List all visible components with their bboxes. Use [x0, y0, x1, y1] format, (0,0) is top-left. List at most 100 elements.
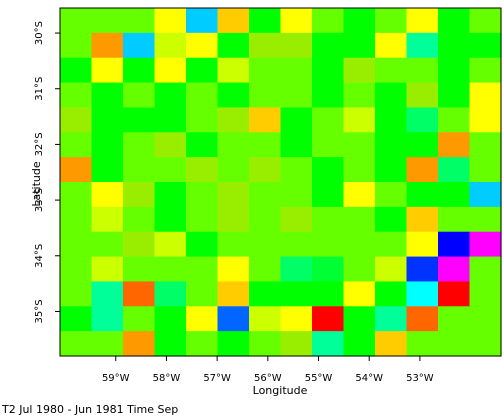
x-tick-label: 54°W [355, 373, 383, 384]
heatmap-cell [91, 107, 124, 133]
heatmap-cell [91, 306, 124, 332]
heatmap-cell [91, 32, 124, 59]
heatmap-cell [406, 57, 439, 84]
heatmap-cell [91, 231, 124, 258]
heatmap-cell [217, 107, 250, 133]
heatmap-cell [343, 132, 376, 158]
heatmap-cell [406, 157, 439, 183]
heatmap-cell [60, 182, 93, 208]
heatmap-cell [123, 82, 156, 109]
heatmap-cell [154, 331, 187, 357]
heatmap-cell [186, 8, 219, 34]
heatmap-cell [217, 82, 250, 109]
heatmap-cell [375, 231, 408, 258]
heatmap-cell [438, 231, 471, 258]
heatmap-cell [186, 256, 219, 283]
heatmap-cell [469, 256, 502, 283]
heatmap-cell [312, 231, 345, 258]
heatmap-cell [123, 256, 156, 283]
heatmap-cell [186, 281, 219, 307]
heatmap-cell [123, 32, 156, 59]
heatmap-cell [343, 57, 376, 84]
heatmap-cell [469, 8, 502, 34]
heatmap-cell [343, 182, 376, 208]
heatmap-cell [312, 256, 345, 283]
heatmap-cell [375, 107, 408, 133]
heatmap-cell [280, 157, 313, 183]
heatmap-cell [186, 107, 219, 133]
heatmap-cell [312, 182, 345, 208]
heatmap-cell [280, 82, 313, 109]
heatmap-cell [186, 157, 219, 183]
heatmap-cell [469, 182, 502, 208]
heatmap-cell [375, 331, 408, 357]
heatmap-cell [186, 206, 219, 233]
heatmap-cell [91, 8, 124, 34]
heatmap-cell [375, 157, 408, 183]
heatmap-cell [91, 182, 124, 208]
heatmap-cell [123, 331, 156, 357]
heatmap-cell [249, 206, 282, 233]
heatmap-cell [91, 331, 124, 357]
heatmap-cell [343, 82, 376, 109]
heatmap-cell [249, 256, 282, 283]
y-tick-label: 33°S [34, 188, 45, 212]
heatmap-cell [60, 107, 93, 133]
heatmap-cell [60, 231, 93, 258]
chart-caption: T2 Jul 1980 - Jun 1981 Time Sep [1, 403, 178, 416]
heatmap-cell [343, 32, 376, 59]
heatmap-cell [312, 281, 345, 307]
heatmap-cell [217, 256, 250, 283]
heatmap-cell [469, 281, 502, 307]
heatmap-cell [217, 157, 250, 183]
y-tick-label: 35°S [34, 299, 45, 323]
heatmap-cell [469, 32, 502, 59]
heatmap-cell [249, 281, 282, 307]
heatmap-cell [249, 306, 282, 332]
heatmap-cell [469, 231, 502, 258]
x-axis-label: Longitude [253, 384, 308, 397]
heatmap-cell [217, 206, 250, 233]
heatmap-cell [406, 231, 439, 258]
y-tick-label: 32°S [34, 132, 45, 156]
heatmap-cell [438, 157, 471, 183]
heatmap-cell [249, 182, 282, 208]
heatmap-cell [91, 132, 124, 158]
heatmap-cell [406, 32, 439, 59]
heatmap-cell [343, 8, 376, 34]
heatmap-cell [406, 182, 439, 208]
heatmap-cell [60, 281, 93, 307]
y-tick-label: 30°S [34, 21, 45, 45]
heatmap-cell [438, 206, 471, 233]
heatmap-cell [438, 256, 471, 283]
heatmap-cell [375, 206, 408, 233]
x-tick-label: 55°W [305, 373, 333, 384]
heatmap-cell [406, 206, 439, 233]
heatmap-cell [186, 82, 219, 109]
heatmap-cell [217, 231, 250, 258]
heatmap-cell [312, 32, 345, 59]
heatmap-cell [154, 32, 187, 59]
heatmap-cell [469, 206, 502, 233]
heatmap-cell [123, 306, 156, 332]
heatmap-cell [280, 331, 313, 357]
heatmap-cell [154, 182, 187, 208]
heatmap-cell [280, 306, 313, 332]
y-tick-label: 31°S [34, 77, 45, 101]
heatmap-cell [343, 306, 376, 332]
heatmap-cell [186, 306, 219, 332]
x-tick-label: 59°W [102, 373, 130, 384]
heatmap-cell [406, 281, 439, 307]
heatmap-cell [312, 132, 345, 158]
heatmap-cell [217, 331, 250, 357]
heatmap-cell [438, 306, 471, 332]
heatmap-cell [343, 206, 376, 233]
heatmap-cell [154, 157, 187, 183]
x-tick-label: 57°W [203, 373, 231, 384]
heatmap-cell [375, 132, 408, 158]
heatmap-cell [438, 182, 471, 208]
heatmap-cell [123, 8, 156, 34]
heatmap-cell [123, 206, 156, 233]
heatmap-cell [123, 231, 156, 258]
heatmap-cell [91, 157, 124, 183]
